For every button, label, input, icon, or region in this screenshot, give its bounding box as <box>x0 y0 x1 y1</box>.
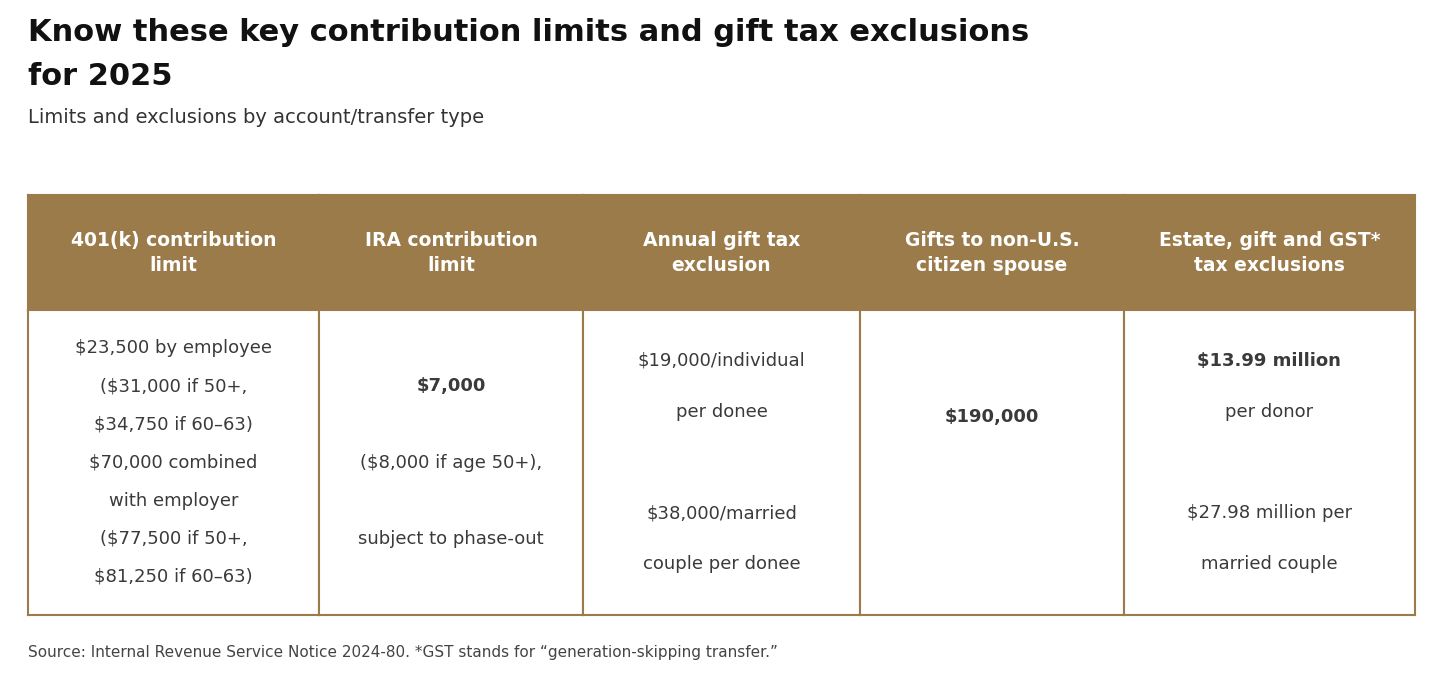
Text: Limits and exclusions by account/transfer type: Limits and exclusions by account/transfe… <box>27 108 484 127</box>
Text: per donee: per donee <box>675 403 768 421</box>
Text: with employer: with employer <box>109 492 239 510</box>
Text: 401(k) contribution
limit: 401(k) contribution limit <box>71 230 276 274</box>
Text: $13.99 million: $13.99 million <box>1198 352 1341 370</box>
Text: $70,000 combined: $70,000 combined <box>89 453 258 471</box>
Text: for 2025: for 2025 <box>27 62 173 91</box>
Text: $27.98 million per: $27.98 million per <box>1187 504 1352 522</box>
Text: Source: Internal Revenue Service Notice 2024-80. *GST stands for “generation-ski: Source: Internal Revenue Service Notice … <box>27 645 778 660</box>
Text: ($77,500 if 50+,: ($77,500 if 50+, <box>99 530 248 547</box>
Text: Know these key contribution limits and gift tax exclusions: Know these key contribution limits and g… <box>27 18 1030 47</box>
Text: married couple: married couple <box>1201 555 1338 573</box>
Text: Estate, gift and GST*
tax exclusions: Estate, gift and GST* tax exclusions <box>1159 230 1380 274</box>
Text: $190,000: $190,000 <box>945 407 1040 426</box>
Text: $19,000/individual: $19,000/individual <box>638 352 805 370</box>
Text: $7,000: $7,000 <box>416 377 485 395</box>
Text: $34,750 if 60–63): $34,750 if 60–63) <box>94 416 253 434</box>
Text: Annual gift tax
exclusion: Annual gift tax exclusion <box>642 230 801 274</box>
Text: $23,500 by employee: $23,500 by employee <box>75 339 272 357</box>
Text: $38,000/married: $38,000/married <box>647 504 796 522</box>
Text: Gifts to non-U.S.
citizen spouse: Gifts to non-U.S. citizen spouse <box>904 230 1079 274</box>
Text: couple per donee: couple per donee <box>642 555 801 573</box>
Text: per donor: per donor <box>1225 403 1313 421</box>
Text: subject to phase-out: subject to phase-out <box>359 530 544 547</box>
Text: IRA contribution
limit: IRA contribution limit <box>364 230 537 274</box>
Text: $81,250 if 60–63): $81,250 if 60–63) <box>95 568 253 586</box>
Text: ($31,000 if 50+,: ($31,000 if 50+, <box>99 377 248 395</box>
Text: ($8,000 if age 50+),: ($8,000 if age 50+), <box>360 453 541 471</box>
